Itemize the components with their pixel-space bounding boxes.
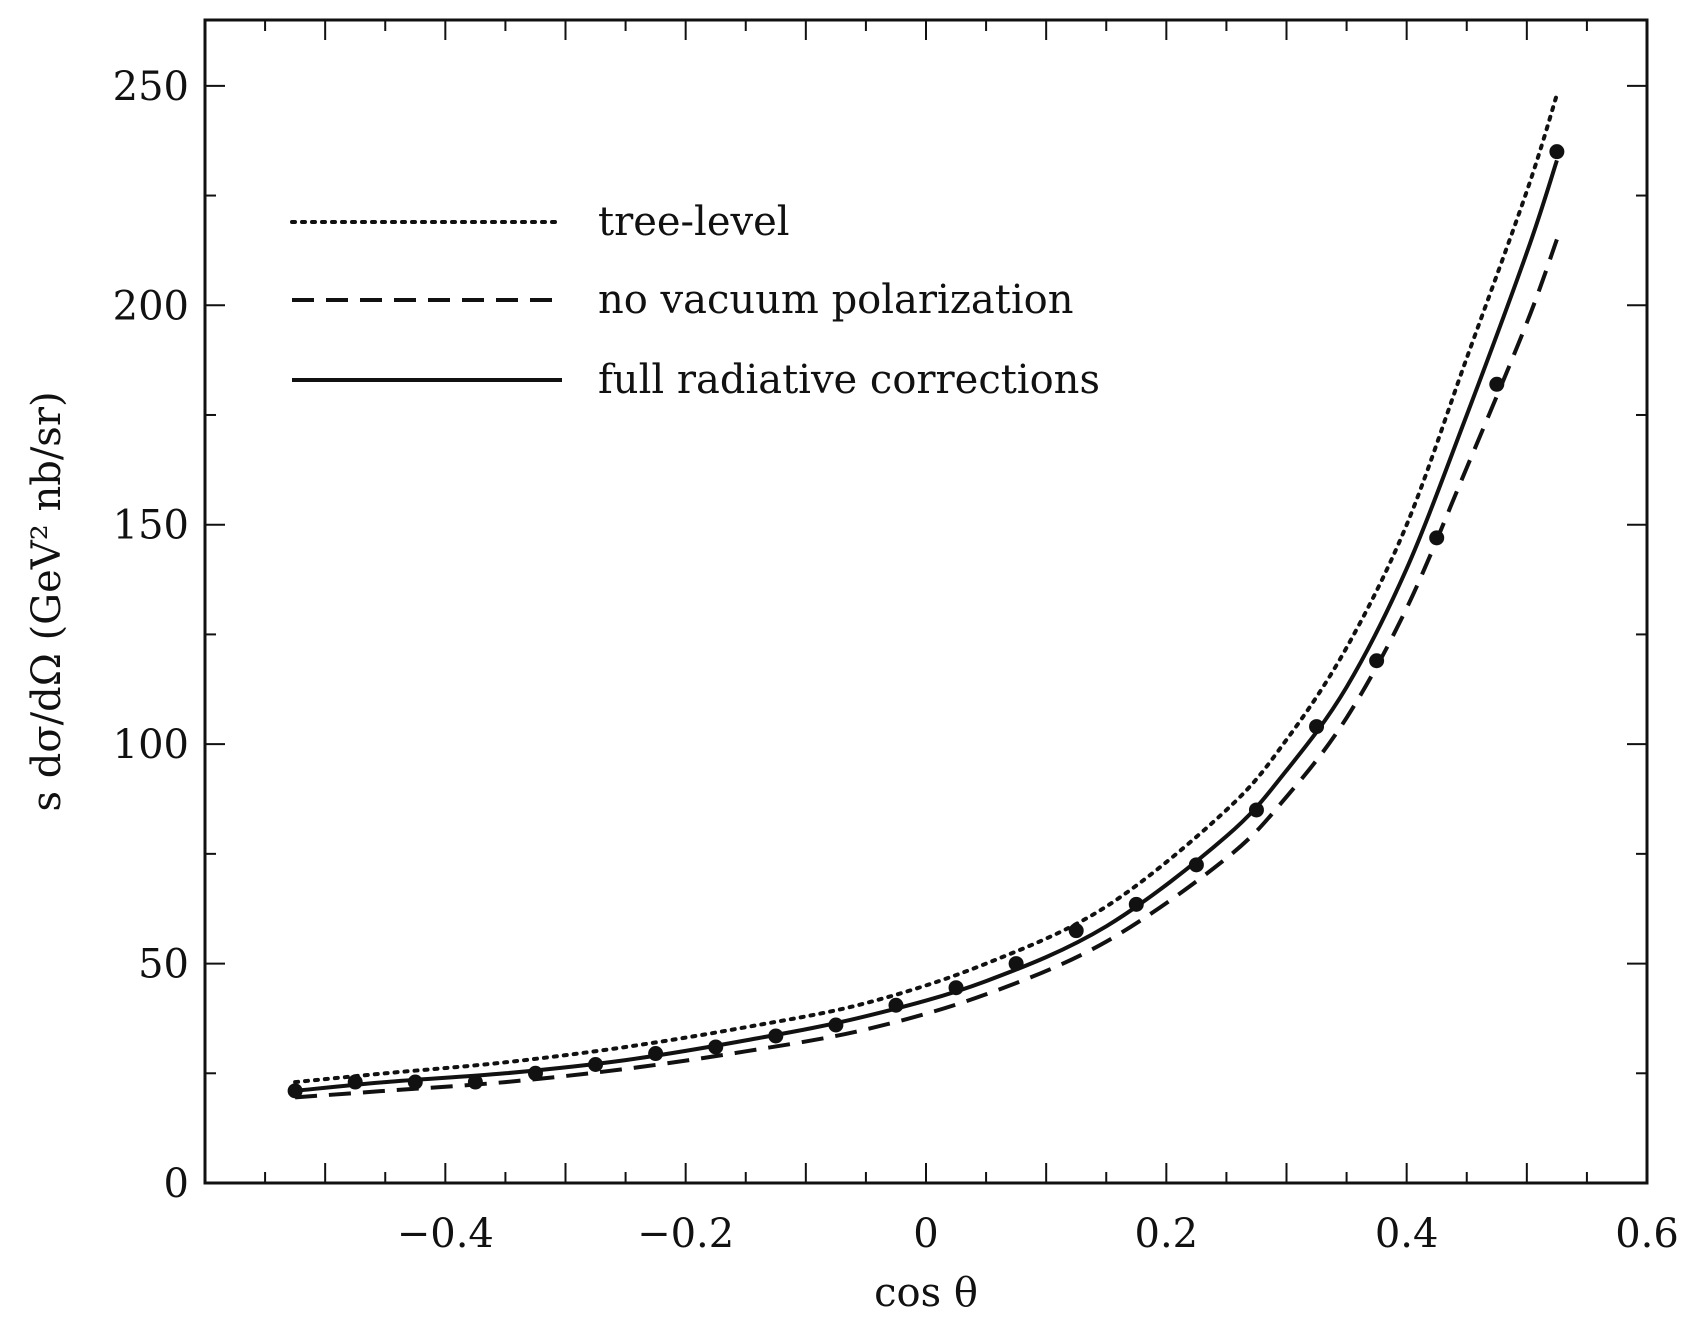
data-point <box>407 1074 423 1090</box>
y-tick-label: 200 <box>113 283 189 329</box>
x-tick-label: −0.4 <box>397 1211 494 1257</box>
y-tick-label: 150 <box>113 503 189 549</box>
x-tick-label: 0.6 <box>1615 1211 1679 1257</box>
y-tick-label: 50 <box>138 942 189 988</box>
data-point <box>768 1028 784 1044</box>
data-point <box>1549 144 1565 160</box>
series-line-dotted <box>293 92 1559 1085</box>
data-point <box>1429 530 1445 546</box>
markers-layer <box>287 144 1565 1099</box>
data-point <box>708 1039 724 1055</box>
ticks-layer <box>204 20 1648 1184</box>
data-point <box>828 1017 844 1033</box>
y-tick-labels: 0 50 100 150 200 250 <box>113 64 189 1207</box>
data-point <box>888 997 904 1013</box>
plot-frame <box>203 18 1649 1185</box>
data-point <box>1248 802 1264 818</box>
data-point <box>467 1074 483 1090</box>
series-layer <box>293 92 1559 1100</box>
data-point <box>588 1057 604 1073</box>
legend-label: tree-level <box>598 199 790 245</box>
data-point <box>1008 956 1024 972</box>
x-tick-label: 0.4 <box>1375 1211 1439 1257</box>
legend-label: full radiative corrections <box>598 357 1100 403</box>
data-point <box>347 1074 363 1090</box>
data-point <box>1128 896 1144 912</box>
data-point <box>948 980 964 996</box>
data-point <box>527 1065 543 1081</box>
series-line-solid <box>294 159 1559 1093</box>
data-point <box>648 1046 664 1062</box>
data-point <box>1188 857 1204 873</box>
series-line-dashed <box>294 238 1559 1100</box>
y-tick-label: 250 <box>113 64 189 110</box>
x-tick-labels: −0.4 −0.2 0 0.2 0.4 0.6 <box>397 1211 1679 1257</box>
data-point <box>1489 376 1505 392</box>
data-point <box>1309 719 1325 735</box>
legend: tree-level no vacuum polarization full rad… <box>290 199 1100 403</box>
data-point <box>1068 923 1084 939</box>
x-tick-label: −0.2 <box>637 1211 734 1257</box>
x-tick-label: 0.2 <box>1135 1211 1199 1257</box>
x-axis-label: cos θ <box>874 1270 978 1316</box>
legend-label: no vacuum polarization <box>598 277 1073 323</box>
y-tick-label: 100 <box>113 722 189 768</box>
y-axis-label: s dσ/dΩ (GeV² nb/sr) <box>24 391 70 811</box>
data-point <box>1369 653 1385 669</box>
data-point <box>287 1083 303 1099</box>
y-tick-label: 0 <box>164 1161 189 1207</box>
x-tick-label: 0 <box>913 1211 938 1257</box>
